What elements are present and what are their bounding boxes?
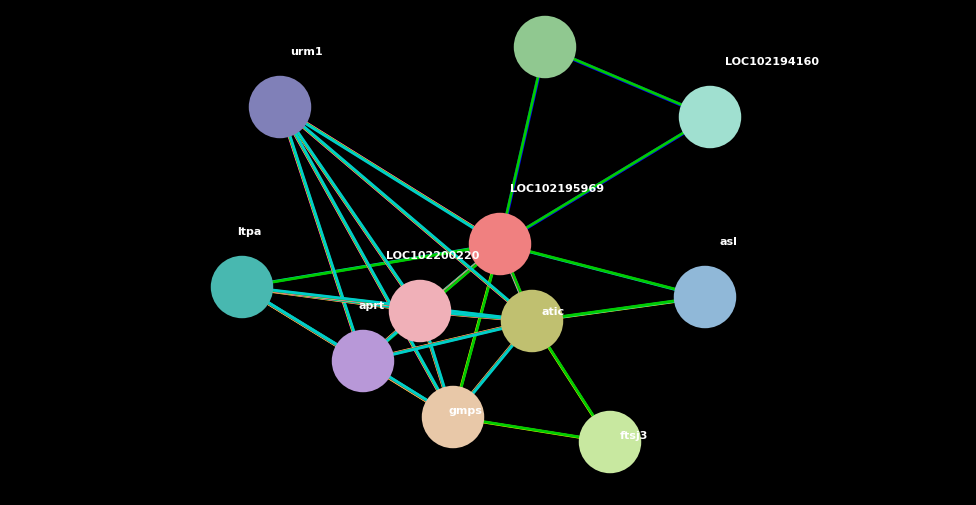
Ellipse shape	[422, 386, 484, 448]
Text: LOC102194160: LOC102194160	[724, 58, 819, 67]
Ellipse shape	[673, 266, 736, 329]
Ellipse shape	[211, 256, 273, 319]
Text: LOC102195969: LOC102195969	[509, 184, 604, 194]
Text: gmps: gmps	[448, 405, 482, 415]
Text: ftsj3: ftsj3	[620, 430, 648, 440]
Text: LOC102200220: LOC102200220	[386, 251, 479, 261]
Ellipse shape	[468, 213, 531, 276]
Ellipse shape	[388, 280, 451, 342]
Ellipse shape	[249, 77, 311, 139]
Text: aprt: aprt	[358, 301, 385, 311]
Text: asl: asl	[719, 237, 738, 247]
Ellipse shape	[513, 17, 576, 79]
Ellipse shape	[579, 411, 641, 473]
Ellipse shape	[678, 86, 741, 149]
Ellipse shape	[501, 290, 563, 352]
Ellipse shape	[332, 330, 394, 392]
Text: atic: atic	[542, 307, 565, 317]
Text: urm1: urm1	[290, 47, 322, 58]
Text: ltpa: ltpa	[237, 227, 262, 237]
